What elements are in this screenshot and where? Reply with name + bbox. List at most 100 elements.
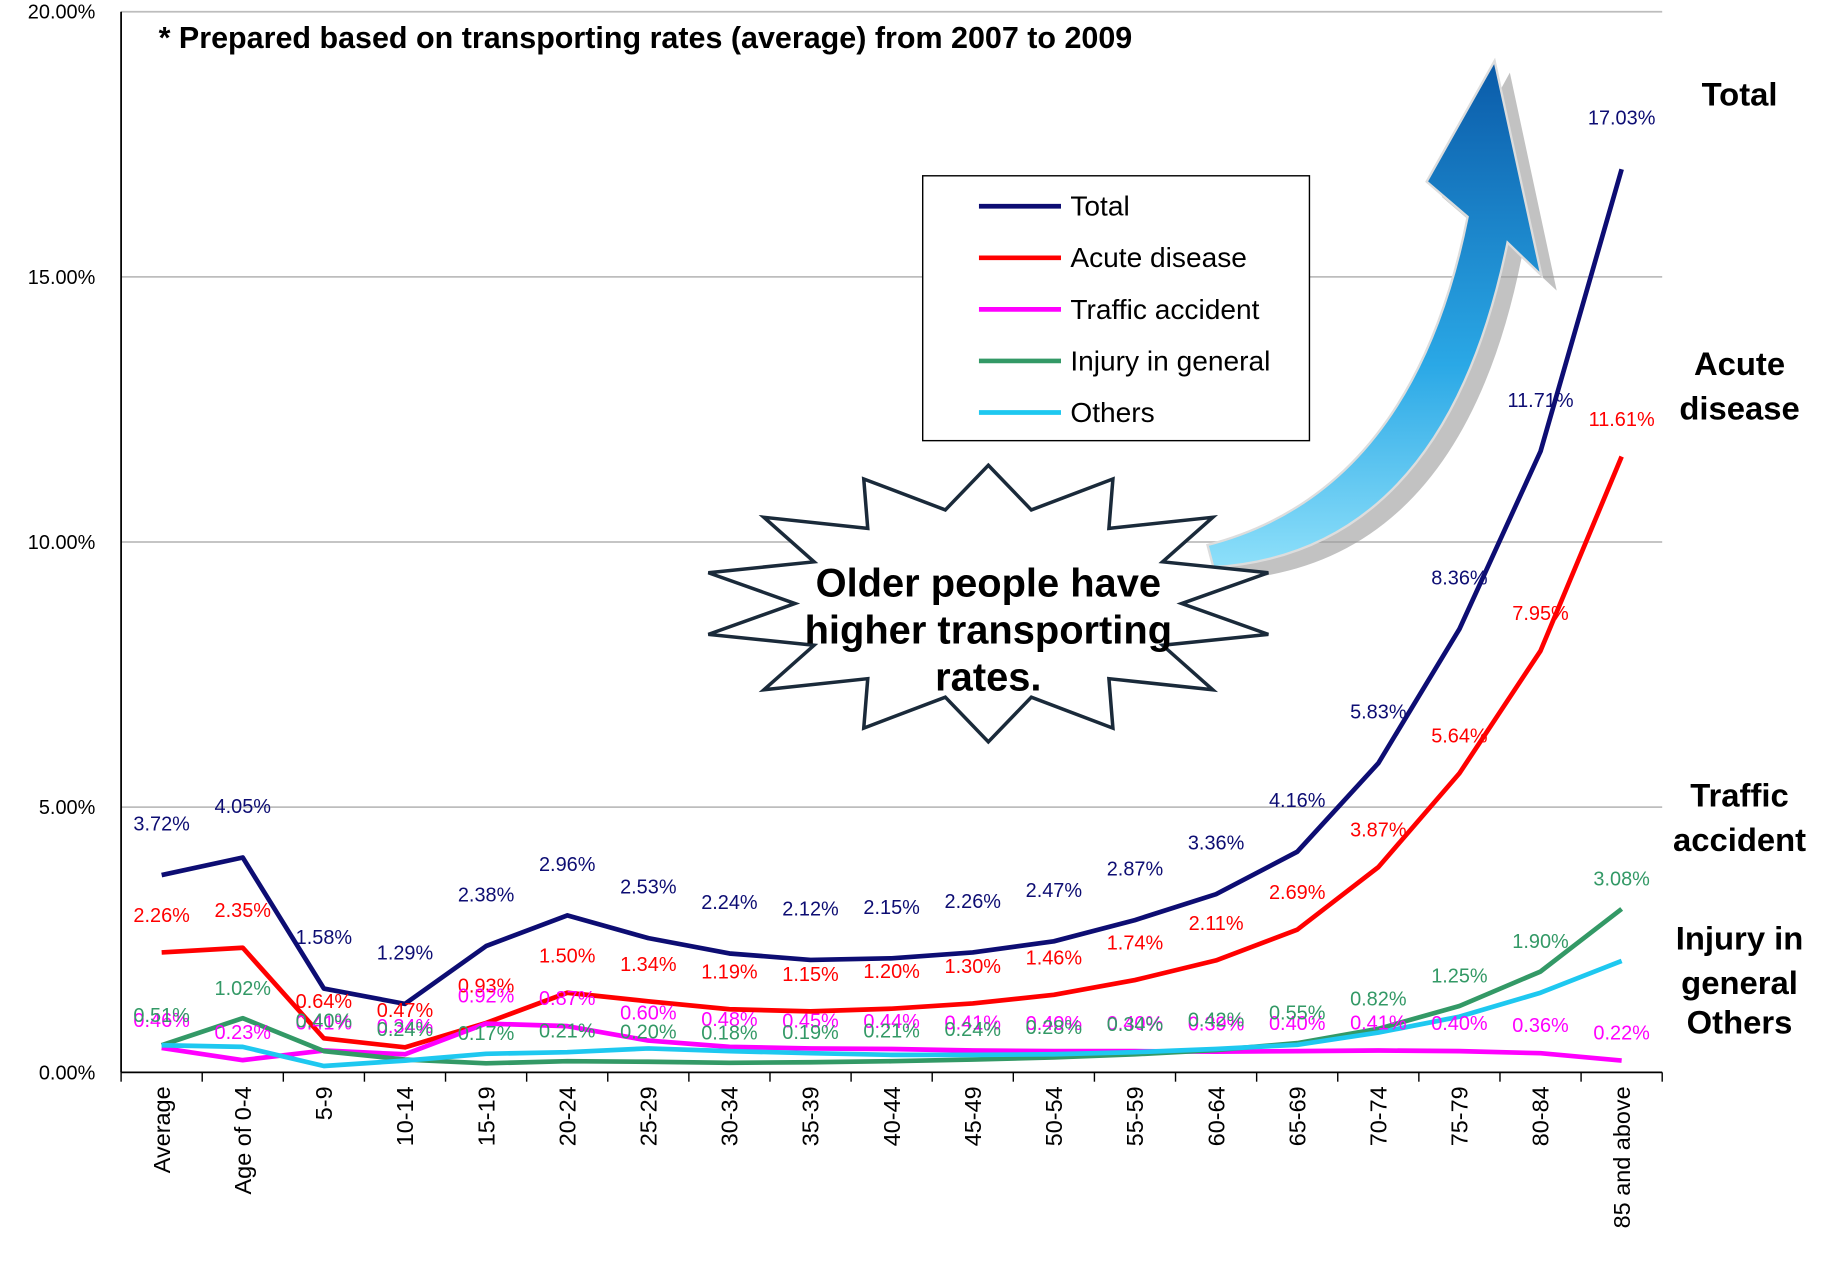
callout-text: Older people have higher transporting ra… [783,560,1193,701]
data-label: 2.11% [1189,913,1244,935]
data-label: 1.50% [539,945,595,967]
data-label: 1.20% [863,961,919,983]
data-label: 0.18% [701,1022,757,1044]
y-tick-label: 15.00% [28,267,96,289]
x-tick-label: Age of 0-4 [230,1086,256,1194]
series-end-label: Traffic accident [1653,773,1826,878]
series-end-text: Total [1653,73,1826,118]
x-tick-label: 15-19 [473,1086,499,1146]
data-label: 0.55% [1269,1003,1325,1025]
data-label: 0.24% [945,1019,1001,1041]
data-label: 3.08% [1593,869,1649,891]
x-tick-label: 10-14 [392,1086,418,1146]
data-label: 0.34% [1107,1014,1163,1036]
data-label: 0.23% [215,1022,271,1044]
data-label: 0.28% [1026,1017,1082,1039]
data-label: 2.47% [1026,880,1082,902]
data-label: 2.24% [701,892,757,914]
data-label: 2.26% [133,905,189,927]
x-tick-label: 45-49 [960,1086,986,1146]
data-label: 3.36% [1188,833,1244,855]
data-label: 0.20% [620,1021,676,1043]
data-label: 2.38% [458,885,514,907]
data-label: 4.05% [215,796,271,818]
data-label: 4.16% [1269,790,1325,812]
page: 0.00% 5.00% 10.00% 15.00% 20.00% Average Age o… [0,0,1829,1261]
data-label: 0.21% [863,1021,919,1043]
data-label: 2.96% [539,854,595,876]
x-tick-label: 30-34 [717,1086,743,1146]
data-label: 0.92% [458,985,514,1007]
x-tick-label: 40-44 [879,1086,905,1146]
data-label: 1.58% [296,927,352,949]
legend-label: Injury in general [1070,345,1270,376]
series-end-text: Injury in general [1653,916,1826,1005]
x-tick-label: 70-74 [1366,1086,1392,1146]
data-label: 11.61% [1589,409,1655,431]
x-tick-label: 85 and above [1609,1086,1635,1228]
series-end-text: Others [1653,1001,1826,1046]
x-tick-label: 65-69 [1284,1086,1310,1146]
y-tick-label: 10.00% [28,532,96,554]
data-label: 2.35% [215,900,271,922]
data-label: 2.15% [863,897,919,919]
data-label: 1.02% [215,978,271,1000]
data-label: 2.26% [945,891,1001,913]
x-tick-label: 80-84 [1528,1086,1554,1146]
series-end-text: Traffic accident [1653,773,1826,862]
x-tick-label: 75-79 [1447,1086,1473,1146]
y-tick-label: 20.00% [28,2,96,24]
data-label: 5.64% [1431,726,1487,748]
data-label: 7.95% [1512,603,1568,625]
data-label: 1.46% [1026,947,1082,969]
x-tick-label: Average [149,1086,175,1173]
data-label: 0.51% [133,1005,189,1027]
data-label: 1.74% [1107,933,1163,955]
y-tick-label: 5.00% [39,797,95,819]
data-label: 0.36% [1512,1015,1568,1037]
data-label: 2.12% [782,898,838,920]
data-label: 1.90% [1512,931,1568,953]
callout-box: Older people have higher transporting ra… [783,560,1193,712]
data-label: 0.82% [1350,988,1406,1010]
data-label: 1.25% [1431,966,1487,988]
data-label: 11.71% [1508,390,1574,412]
x-tick-label: 50-54 [1041,1086,1067,1146]
series-end-text: Acute disease [1653,342,1826,431]
data-label: 0.40% [1431,1013,1487,1035]
legend-label: Acute disease [1070,242,1247,273]
x-tick-label: 20-24 [554,1086,580,1146]
data-label: 1.34% [620,954,676,976]
data-label: 2.69% [1269,882,1325,904]
data-label: 0.87% [539,988,595,1010]
data-label: 0.19% [782,1022,838,1044]
legend: Total Acute disease Traffic accident Injury… [923,176,1310,441]
data-label: 17.03% [1588,108,1656,130]
data-label: 2.87% [1107,859,1163,881]
data-label: 8.36% [1431,567,1487,589]
x-tick-label: 5-9 [311,1086,337,1120]
data-label: 3.87% [1350,820,1406,842]
data-label: 0.22% [1593,1023,1649,1045]
data-label: 1.19% [701,962,757,984]
x-tick-label: 60-64 [1203,1086,1229,1146]
data-label: 0.17% [458,1023,514,1045]
data-label: 0.21% [539,1021,595,1043]
x-tick-label: 55-59 [1122,1086,1148,1146]
chart: 0.00% 5.00% 10.00% 15.00% 20.00% Average Age o… [0,0,1829,1261]
data-label: 0.64% [296,991,352,1013]
y-tick-label: 0.00% [39,1062,95,1084]
legend-label: Total [1070,191,1129,222]
data-label: 0.40% [296,1011,352,1033]
legend-label: Traffic accident [1070,294,1259,325]
data-label: 1.15% [782,964,838,986]
data-label: 1.29% [377,942,433,964]
series-end-label: Acute disease [1653,342,1826,447]
chart-title: * Prepared based on transporting rates (… [159,21,1133,55]
x-tick-label: 25-29 [636,1086,662,1146]
data-label: 3.72% [133,814,189,836]
x-tick-label: 35-39 [798,1086,824,1146]
series-end-label: Total [1653,73,1826,178]
data-label: 1.30% [945,956,1001,978]
series-end-label: Others [1653,1001,1826,1106]
